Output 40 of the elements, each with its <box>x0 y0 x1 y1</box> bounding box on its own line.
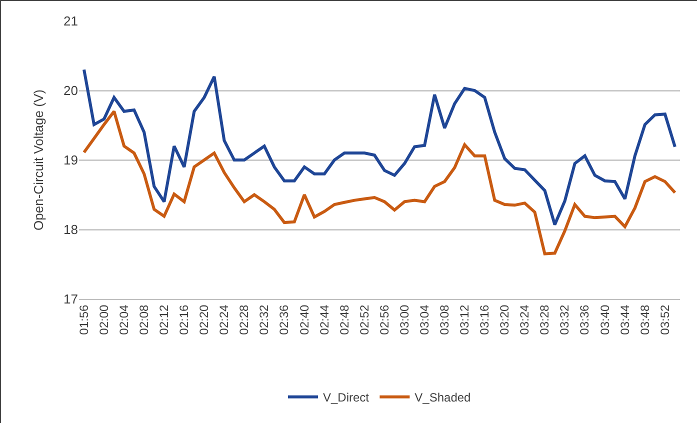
y-tick-label: 19 <box>64 152 78 168</box>
x-tick-label: 02:12 <box>157 304 172 335</box>
x-tick-label: 03:08 <box>438 304 452 335</box>
x-tick-label: 03:04 <box>417 304 432 335</box>
y-tick-label: 21 <box>64 14 78 29</box>
legend-label: V_Shaded <box>414 390 471 405</box>
x-tick-label: 01:56 <box>76 304 91 335</box>
x-tick-label: 02:00 <box>96 304 111 335</box>
y-tick-label: 17 <box>64 292 78 307</box>
x-tick-label: 02:48 <box>337 304 352 335</box>
x-tick-label: 03:20 <box>498 304 512 335</box>
x-tick-label: 03:40 <box>598 304 612 335</box>
x-tick-label: 03:00 <box>397 304 412 335</box>
x-tick-label: 03:52 <box>658 304 672 335</box>
x-tick-label: 03:44 <box>618 304 632 335</box>
x-tick-label: 03:36 <box>578 304 592 335</box>
x-tick-label: 02:20 <box>197 304 212 335</box>
x-tick-label: 02:32 <box>257 304 272 335</box>
y-tick-label: 20 <box>64 83 78 98</box>
x-tick-label: 02:28 <box>237 304 252 335</box>
y-axis-title: Open-Circuit Voltage (V) <box>31 90 46 230</box>
x-tick-label: 02:08 <box>137 304 152 335</box>
x-tick-label: 03:32 <box>558 304 572 335</box>
line-series <box>82 68 676 226</box>
y-tick-label: 18 <box>64 222 78 238</box>
x-tick-label: 02:52 <box>357 304 372 335</box>
x-tick-label: 02:40 <box>297 304 312 335</box>
x-tick-label: 02:24 <box>217 304 232 335</box>
x-tick-label: 03:16 <box>478 304 492 335</box>
line-series <box>82 110 676 256</box>
legend-label: V_Direct <box>323 390 370 405</box>
x-tick-label: 02:36 <box>277 304 292 335</box>
x-tick-label: 03:28 <box>538 304 552 335</box>
x-tick-label: 03:24 <box>518 304 532 335</box>
x-tick-label: 02:44 <box>317 304 332 335</box>
x-tick-label: 02:16 <box>177 304 192 335</box>
x-tick-label: 03:48 <box>638 304 652 335</box>
x-tick-label: 02:04 <box>116 304 131 335</box>
x-tick-label: 03:12 <box>458 304 472 335</box>
x-tick-label: 02:56 <box>377 304 392 335</box>
